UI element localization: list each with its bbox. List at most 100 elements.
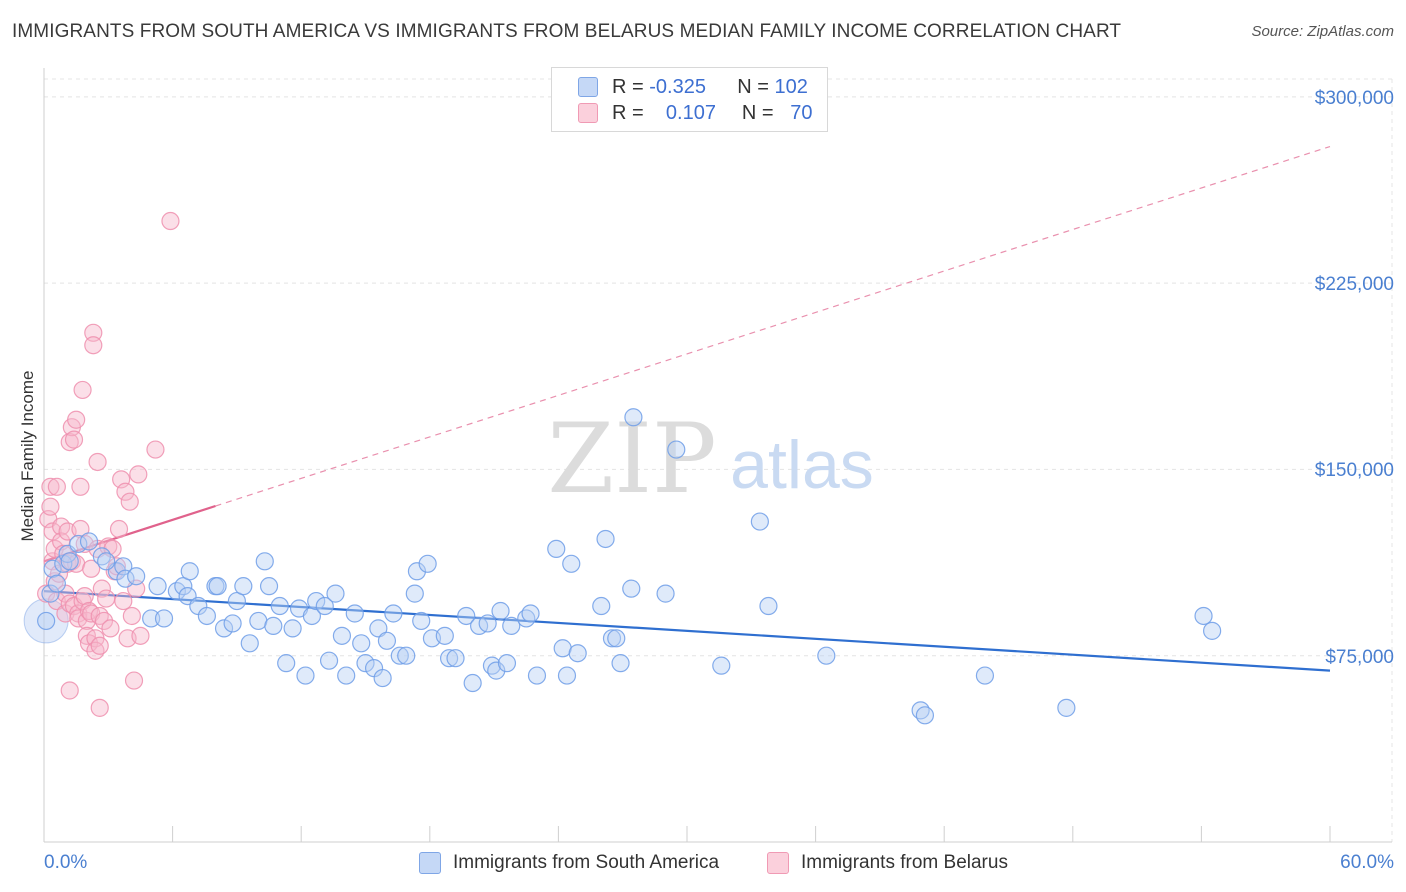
point-belarus-62 [122,606,141,626]
point-south-america-86 [611,654,630,673]
point-south-america-91 [712,656,731,675]
point-south-america-34 [264,616,283,636]
point-south-america-87 [622,579,641,598]
point-south-america-12 [97,552,116,571]
point-belarus-66 [60,681,79,700]
point-south-america-65 [457,606,476,626]
legend-label-south-america: Immigrants from South America [453,852,720,873]
point-belarus-30 [73,380,92,400]
point-south-america-63 [439,649,459,668]
point-south-america-35 [270,596,289,616]
point-belarus-63 [124,671,144,690]
point-south-america-66 [463,673,482,693]
point-south-america-2 [43,559,62,578]
x-tick-label-max: 60.0% [1340,852,1394,873]
legend-r-label: R = [612,75,644,98]
point-south-america-3 [47,574,66,593]
legend-row-belarus: R = 0.107 N = 70 [578,101,813,125]
chart-title: IMMIGRANTS FROM SOUTH AMERICA VS IMMIGRA… [12,21,1122,42]
point-south-america-70 [487,661,506,680]
y-tick-label-1: $150,000 [1314,460,1394,482]
point-belarus-39 [82,559,101,578]
point-belarus-70 [161,211,180,231]
point-belarus-56 [109,519,129,539]
point-south-america-75 [521,604,540,623]
data-points [23,211,1222,725]
point-belarus-29 [71,519,90,539]
legend-item-south-america: Immigrants from South America [419,852,719,874]
legend-r-value: 0.107 [665,101,716,124]
point-south-america-51 [369,619,388,638]
point-belarus-40 [84,323,103,342]
point-south-america-54 [384,604,403,623]
point-south-america-80 [562,554,581,573]
point-south-america-98 [1057,698,1076,717]
trend-line-belarus-dashed [215,145,1331,507]
point-south-america-31 [249,611,268,631]
point-south-america-17 [154,609,174,628]
point-south-america-43 [319,651,339,670]
point-south-america-44 [326,584,345,603]
point-south-america-8 [79,532,99,551]
point-south-america-15 [142,609,161,628]
y-axis-label: Median Family Income [18,370,37,542]
point-belarus-58 [114,591,133,611]
point-south-america-64 [446,649,465,668]
x-tick-label-min: 0.0% [44,852,88,873]
point-south-america-14 [127,567,146,586]
point-south-america-93 [759,596,778,616]
stats-legend: R = -0.325 N = 102 R = 0.107 N = 70 [551,67,828,132]
point-south-america-60 [418,554,437,573]
point-belarus-44 [88,452,107,472]
point-south-america-90 [624,408,643,427]
point-south-america-58 [407,562,427,581]
point-south-america-46 [337,666,356,685]
axes [43,68,1392,843]
legend-swatch-pink [767,852,789,874]
point-south-america-97 [975,666,995,685]
point-south-america-41 [307,591,326,611]
y-tick-label-2: $225,000 [1314,274,1394,296]
point-south-america-94 [817,646,836,665]
point-belarus-50 [97,589,116,608]
point-south-america-27 [223,614,242,633]
point-belarus-22 [64,430,84,449]
point-south-america-76 [527,666,547,685]
point-south-america-23 [197,606,216,626]
legend-swatch-blue [578,77,598,97]
point-belarus-67 [90,698,109,717]
point-south-america-52 [373,668,392,688]
point-south-america-0 [37,611,56,631]
legend-n-value: 70 [790,101,813,124]
point-south-america-33 [259,577,279,596]
point-south-america-6 [60,552,79,571]
point-south-america-16 [148,577,167,596]
trend-lines [43,145,1331,672]
watermark-atlas: atlas [730,427,874,503]
point-south-america-29 [234,577,253,596]
point-south-america-85 [607,629,626,648]
point-south-america-25 [208,577,227,596]
watermark: ZIP atlas [547,403,873,515]
series-legend: Immigrants from South America Immigrants… [0,852,1406,878]
point-south-america-96 [915,706,935,725]
point-south-america-73 [502,616,521,636]
point-belarus-48 [92,579,111,598]
point-belarus-3 [41,497,60,516]
legend-swatch-pink [578,103,598,123]
point-south-america-89 [667,440,686,459]
legend-n-value: 102 [774,75,808,98]
legend-n-label: N = [737,75,769,98]
legend-n-label: N = [741,101,774,124]
point-belarus-61 [120,492,139,511]
point-south-america-62 [435,626,454,645]
point-south-america-88 [656,584,675,603]
legend-r-value: -0.325 [649,75,706,98]
legend-r-label: R = [612,101,644,124]
point-south-america-77 [547,539,566,559]
point-belarus-65 [131,626,150,645]
trend-line-south-america [43,590,1331,672]
point-south-america-7 [69,534,88,554]
point-belarus-24 [67,410,86,429]
